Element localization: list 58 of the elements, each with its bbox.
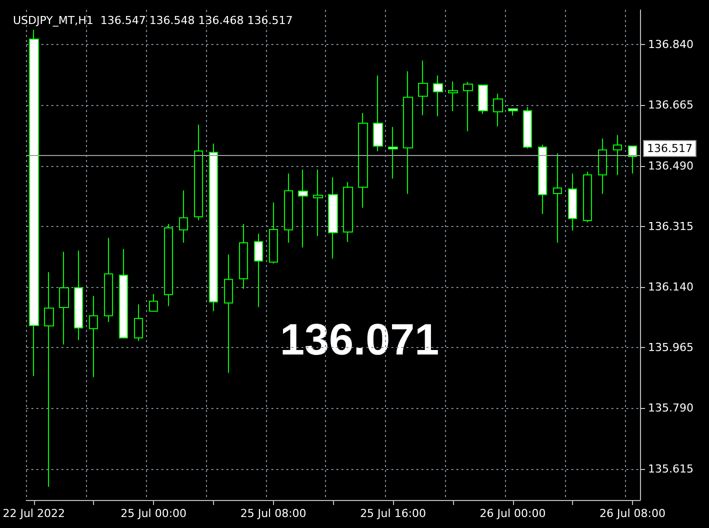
candlestick <box>284 172 293 244</box>
y-tick-label: 136.490 <box>648 159 694 172</box>
candlestick <box>194 124 203 221</box>
candlestick <box>433 74 443 117</box>
candlestick <box>209 143 218 312</box>
y-tick-label: 135.965 <box>648 341 694 354</box>
candlestick <box>179 190 188 244</box>
candlestick <box>44 272 54 488</box>
candlestick <box>478 84 488 114</box>
y-tick-label: 135.615 <box>648 462 694 476</box>
candlestick <box>448 80 458 112</box>
candlestick <box>343 182 353 243</box>
y-tick-label: 136.140 <box>648 280 694 294</box>
annotation: 136.071 <box>280 316 440 364</box>
candlestick <box>298 169 308 248</box>
candlestick <box>269 202 278 264</box>
candlestick <box>89 296 98 378</box>
x-tick-label: 22 Jul 2022 <box>2 507 65 520</box>
y-tick-label: 136.315 <box>648 220 694 233</box>
candlestick <box>523 106 532 150</box>
candlestick <box>149 293 158 312</box>
candlestick <box>119 248 128 338</box>
x-tick-label: 26 Jul 08:00 <box>600 507 666 520</box>
candlestick <box>613 134 622 176</box>
candlestick <box>418 60 428 116</box>
candlestick <box>388 126 398 180</box>
candlestick <box>553 152 562 244</box>
candlestick <box>224 254 233 374</box>
candlestick <box>239 224 248 290</box>
candlestick <box>29 29 39 377</box>
candlestick <box>358 112 368 208</box>
chart-title: USDJPY_MT,H1 136.547 136.548 136.468 136.517 <box>13 14 293 27</box>
candlestick <box>568 172 577 232</box>
candlestick <box>628 145 637 174</box>
x-tick-label: 26 Jul 00:00 <box>480 507 546 520</box>
candlestick <box>508 108 518 116</box>
x-tick-label: 25 Jul 16:00 <box>360 507 426 520</box>
y-tick-label: 135.790 <box>648 402 694 415</box>
x-tick-label: 25 Jul 00:00 <box>120 507 187 520</box>
candlestick <box>104 237 113 323</box>
candlestick <box>403 70 413 194</box>
candlestick <box>493 93 503 127</box>
candlestick <box>598 138 607 194</box>
candlestick <box>134 304 143 342</box>
candlestick <box>328 176 338 260</box>
candlestick <box>538 144 547 214</box>
candlestick <box>254 233 263 308</box>
candlestick <box>373 74 383 152</box>
candlestick <box>74 250 83 341</box>
candlestick <box>59 251 69 346</box>
ref-line-label: 136.517 <box>647 142 692 155</box>
candlestick <box>164 224 173 307</box>
x-tick-label: 25 Jul 08:00 <box>240 507 306 520</box>
candlestick <box>583 171 592 223</box>
y-tick-label: 136.840 <box>648 38 694 52</box>
candlestick <box>463 82 473 132</box>
candlestick <box>313 169 323 237</box>
y-tick-label: 136.665 <box>648 98 694 112</box>
